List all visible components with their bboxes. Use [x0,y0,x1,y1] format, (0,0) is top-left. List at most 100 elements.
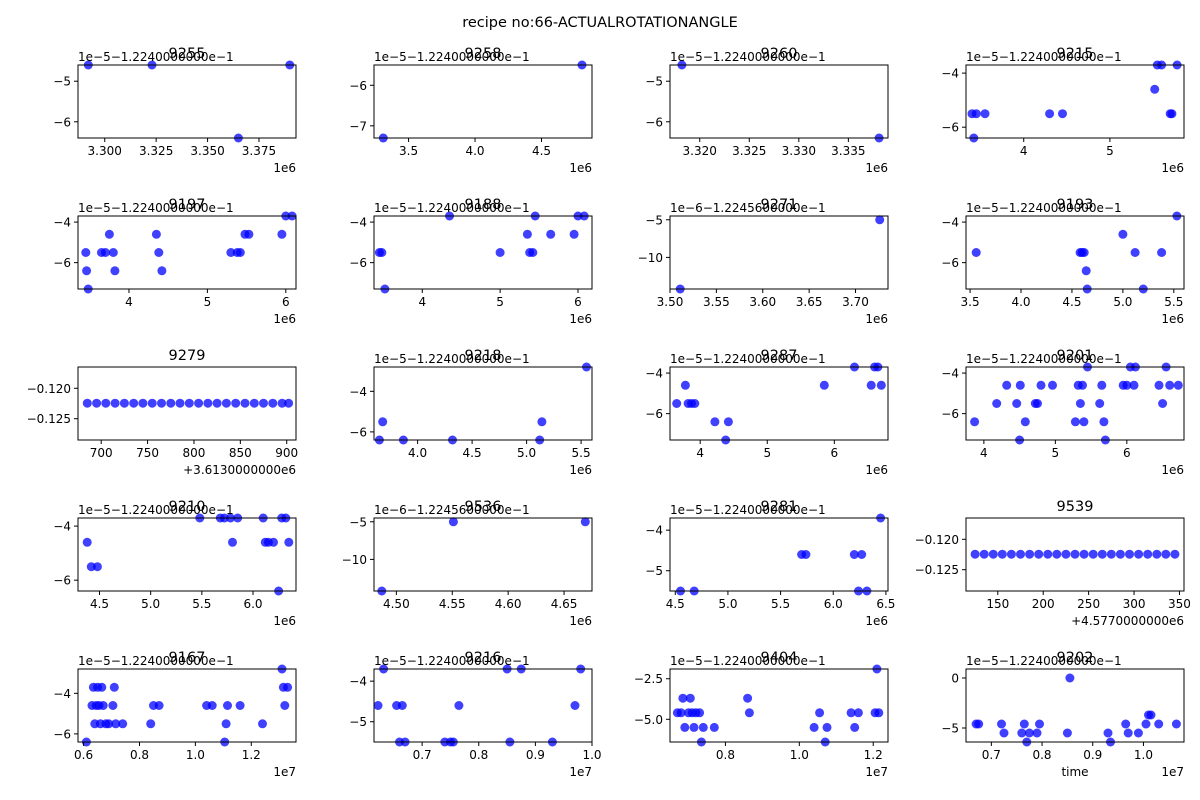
data-point [111,719,121,729]
data-point [1134,549,1144,559]
subplot-title: 9255 [169,46,206,62]
x-tick-label: 4.5 [532,144,551,158]
data-point [1079,248,1089,257]
data-point [857,550,867,559]
data-point [1032,728,1042,738]
x-tick-label: 750 [136,446,159,460]
x-tick-label: 3.330 [782,144,816,158]
data-point [1079,549,1089,559]
data-point [1130,248,1140,257]
data-points [374,211,589,294]
data-point [92,398,102,408]
data-point [850,722,860,732]
x-tick-label: 4.5 [666,597,685,611]
axes-frame [965,668,1185,743]
y-offset-text: 1e−5−1.2240000000e−1 [670,503,826,517]
x-tick-label: 4.60 [495,597,522,611]
x-offset-text: 1e6 [569,614,592,628]
data-point [448,517,458,527]
y-tick-label: −5.0 [634,713,663,727]
data-point [980,109,990,119]
x-offset-text: 1e6 [569,463,592,477]
y-tick-label: −4 [53,216,71,230]
x-offset-text: 1e6 [865,614,888,628]
data-point [1121,719,1131,729]
y-offset-text: 1e−5−1.2240000000e−1 [670,654,826,668]
data-point [1070,417,1080,427]
data-point [866,380,876,390]
data-point [175,398,185,408]
subplot-9539: 150 200 250 300 350 −0.120 −0.125 +4.5770000000… [915,499,1191,628]
x-tick-label: 200 [1032,597,1055,611]
data-point [235,701,245,710]
data-point [809,722,819,732]
y-offset-text: 1e−5−1.2240000000e−1 [966,352,1122,366]
x-tick-label: 250 [1077,597,1100,611]
x-tick-label: 1.2 [242,748,261,762]
y-tick-label: −0.125 [915,563,959,577]
y-tick-label: −5 [349,515,367,529]
x-tick-label: 1.0 [582,748,601,762]
figure-title: recipe no:66-ACTUALROTATIONANGLE [462,15,738,31]
x-tick-label: 300 [1123,597,1146,611]
data-point [104,719,114,729]
y-tick-label: 0 [951,672,959,686]
data-point [157,266,167,276]
data-point [1161,549,1171,559]
data-point [110,398,120,408]
data-point [1158,399,1168,408]
data-point [1141,719,1151,729]
data-point [1019,719,1029,729]
data-point [228,537,237,547]
axes-frame [77,366,297,441]
x-tick-label: 0.8 [716,748,735,762]
x-tick-label: 5.0 [1113,295,1132,309]
data-point [118,719,128,729]
data-point [277,229,287,239]
x-tick-label: 4 [696,446,704,460]
data-point [997,719,1006,729]
data-point [1079,417,1089,427]
data-point [680,380,690,390]
x-tick-label: 3.60 [749,295,776,309]
data-point [119,398,129,408]
subplot-9193: 3.5 4.0 4.5 5.0 5.5 −4 −6 1e−5−1.2240000000e−1 1… [941,197,1185,326]
x-offset-text: 1e7 [1161,765,1184,779]
axes-frame [77,215,297,290]
y-tick-label: −0.120 [915,533,959,547]
data-point [258,719,267,729]
y-tick-label: −6 [645,115,663,129]
x-tick-label: 0.8 [130,748,149,762]
x-tick-label: 5.0 [718,597,737,611]
y-offset-text: 1e−5−1.2240000000e−1 [374,352,530,366]
data-point [1106,549,1116,559]
data-point [1118,229,1128,239]
data-point [231,398,241,408]
y-tick-label: −4 [53,520,71,534]
data-point [1173,380,1183,390]
x-tick-label: 6 [1123,446,1131,460]
y-tick-label: −4 [349,216,367,230]
axes-frame [77,64,297,139]
x-tick-label: 3.70 [842,295,869,309]
x-tick-label: 800 [183,446,206,460]
y-tick-label: −6 [645,407,663,421]
data-point [212,398,222,408]
y-offset-text: 1e−5−1.2240000000e−1 [374,654,530,668]
x-offset-text: 1e7 [569,765,592,779]
x-tick-label: 5 [496,295,504,309]
subplot-title: 9216 [465,650,502,666]
data-points [82,513,294,596]
subplot-9258: 3.5 4.0 4.5 −6 −7 1e−5−1.2240000000e−1 1e6 9258 [349,46,593,175]
data-point [988,549,998,559]
x-tick-label: 150 [986,597,1009,611]
data-point [570,701,580,710]
subplot-9216: 0.7 0.8 0.9 1.0 −4 −5 1e−5−1.2240000000e−1 1e7 9… [349,650,601,779]
subplot-title: 9202 [1057,650,1094,666]
data-point [676,708,686,718]
data-point [1020,417,1030,427]
y-tick-label: −5 [349,715,367,729]
subplot-title: 9201 [1057,348,1094,364]
data-point [495,248,505,257]
data-point [101,398,111,408]
